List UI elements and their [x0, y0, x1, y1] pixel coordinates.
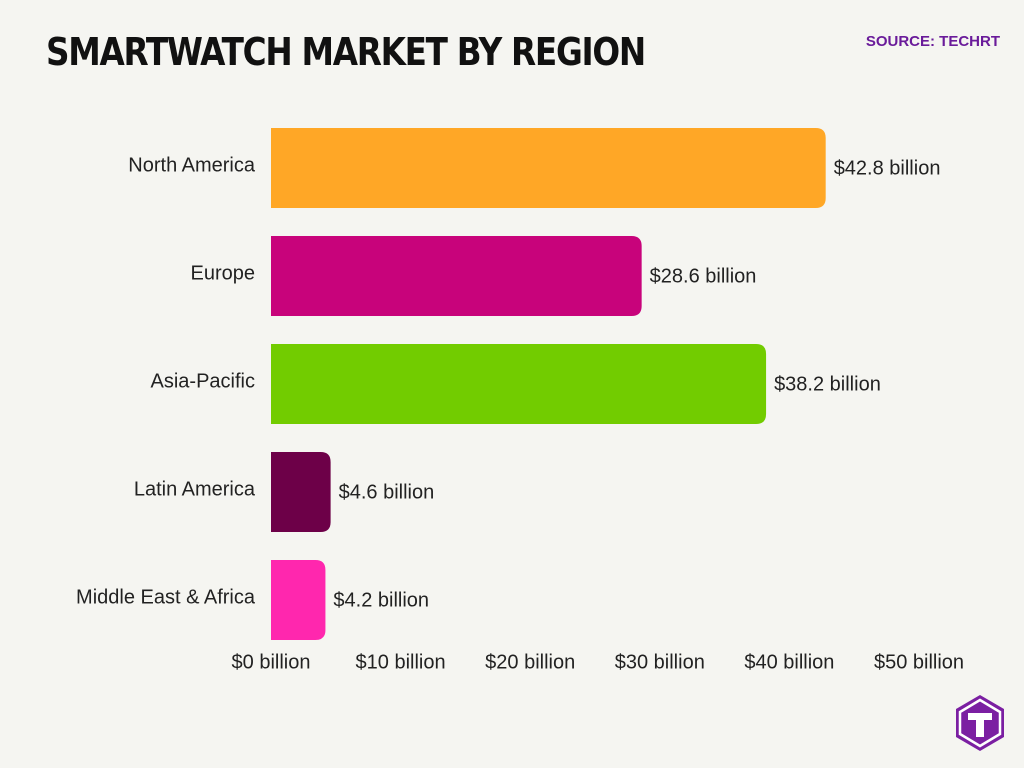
value-label-latin-america: $4.6 billion	[339, 481, 435, 503]
category-label-north-america: North America	[128, 154, 256, 176]
x-tick-label-20: $20 billion	[485, 651, 575, 673]
category-label-europe: Europe	[191, 262, 256, 284]
x-tick-label-0: $0 billion	[232, 651, 311, 673]
value-label-europe: $28.6 billion	[650, 265, 757, 287]
value-label-middle-east-and-africa: $4.2 billion	[333, 589, 429, 611]
bar-north-america	[271, 128, 826, 208]
x-tick-label-10: $10 billion	[356, 651, 446, 673]
x-tick-label-50: $50 billion	[874, 651, 964, 673]
category-label-middle-east-and-africa: Middle East & Africa	[76, 586, 256, 608]
bar-asia-pacific	[271, 344, 767, 424]
techrt-logo-icon	[956, 695, 1004, 751]
x-tick-label-40: $40 billion	[744, 651, 834, 673]
category-label-latin-america: Latin America	[134, 478, 256, 500]
bar-europe	[271, 236, 642, 316]
bar-latin-america	[271, 452, 331, 532]
value-label-asia-pacific: $38.2 billion	[774, 373, 881, 395]
x-tick-label-30: $30 billion	[615, 651, 705, 673]
category-label-asia-pacific: Asia-Pacific	[151, 370, 255, 392]
chart-title: SMARTWATCH MARKET BY REGION	[46, 30, 646, 74]
value-label-north-america: $42.8 billion	[834, 157, 941, 179]
source-label: SOURCE: TECHRT	[865, 33, 1000, 50]
bar-middle-east-and-africa	[271, 560, 326, 640]
